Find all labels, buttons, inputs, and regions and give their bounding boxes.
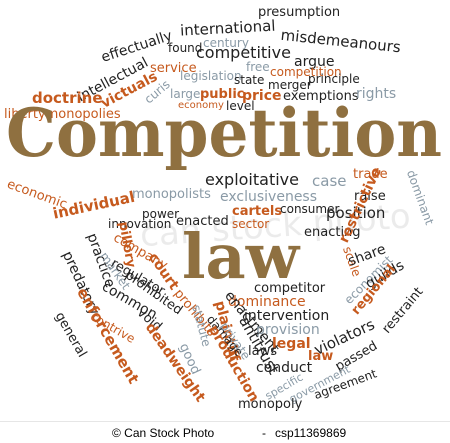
word-competitive: competitive	[196, 43, 291, 62]
word-sector: sector	[232, 217, 269, 231]
word-dominance: dominance	[228, 294, 306, 310]
word-legislation: legislation	[180, 69, 242, 83]
word-argue: argue	[294, 54, 334, 70]
word-found: found	[168, 41, 202, 55]
word-exploitative: exploitative	[205, 170, 299, 189]
credit-text: © Can Stock Photo	[112, 426, 215, 440]
word-cartels: cartels	[232, 204, 282, 219]
word-case: case	[312, 172, 346, 190]
word-state: state	[234, 73, 264, 87]
word-laws: laws	[248, 344, 277, 359]
word-consumer: consumer	[280, 202, 339, 216]
word-law-small: law	[308, 349, 333, 364]
word-international: international	[180, 17, 276, 40]
word-monopolists: monopolists	[132, 187, 211, 202]
word-trade: trade	[353, 167, 388, 182]
title-competition: Competition	[6, 94, 442, 172]
word-public: public	[200, 87, 244, 102]
word-enacted: enacted	[176, 214, 229, 229]
word-exclusiveness: exclusiveness	[220, 189, 317, 205]
word-large: large	[170, 87, 200, 101]
word-position: position	[326, 204, 385, 222]
word-rights: rights	[356, 86, 396, 102]
word-principle: principle	[308, 72, 360, 86]
word-exemptions: exemptions	[283, 89, 359, 104]
word-general: general	[52, 310, 90, 360]
word-raise: raise	[354, 189, 386, 204]
word-doctrine: doctrine	[32, 89, 103, 107]
word-economy: economy	[178, 100, 224, 111]
title-law: law	[182, 220, 301, 293]
word-legal: legal	[272, 336, 311, 352]
word-enacting: enacting	[304, 225, 361, 240]
word-free: free	[246, 60, 270, 74]
word-libertymonopolies: libertymonopolies	[4, 107, 121, 122]
image-id: csp11369869	[275, 426, 347, 440]
word-power: power	[142, 207, 179, 221]
word-service: service	[150, 61, 197, 76]
word-innovation: innovation	[108, 217, 171, 231]
word-provision: provision	[256, 322, 320, 338]
word-conduct: conduct	[256, 360, 313, 376]
word-monopoly: monopoly	[238, 397, 303, 412]
word-cloud: can stock photo presumption internationa…	[4, 5, 442, 412]
word-century: century	[203, 36, 249, 50]
word-intervention: intervention	[244, 308, 329, 324]
credit-separator: -	[262, 426, 266, 440]
word-misdemeanours: misdemeanours	[280, 26, 402, 57]
word-level: level	[226, 99, 255, 113]
word-price: price	[242, 88, 282, 104]
word-presumption: presumption	[258, 5, 340, 20]
credit-footer: © Can Stock Photo - csp11369869	[0, 421, 450, 443]
word-merger: merger	[268, 78, 312, 92]
word-competition-small: competition	[270, 65, 342, 79]
word-competitor: competitor	[254, 281, 326, 296]
word-restraint: restraint	[379, 285, 426, 337]
